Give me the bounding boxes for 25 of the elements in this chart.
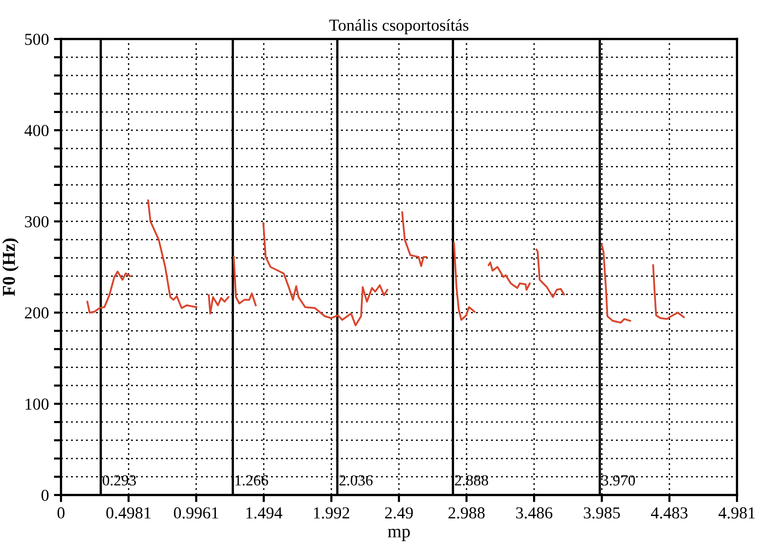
x-tick-label: 2.49 [385, 507, 413, 519]
ref-line-label: 2.888 [454, 475, 488, 486]
y-tick-label: 300 [24, 216, 49, 228]
y-axis-title: F0 (Hz) [2, 238, 19, 296]
ref-line-label: 3.970 [602, 475, 635, 486]
x-tick-label: 0 [57, 507, 65, 519]
ref-line-label: 1.266 [236, 475, 268, 486]
chart-title: Tonális csoportosítás [329, 19, 468, 34]
y-tick-label: 100 [26, 398, 49, 410]
x-axis-title: mp [388, 528, 410, 542]
y-tick-label: 400 [24, 124, 49, 136]
x-tick-label: 3.486 [516, 507, 552, 519]
ref-line-label: 2.036 [339, 475, 373, 486]
x-tick-label: 4.981 [718, 507, 755, 519]
y-tick-label: 0 [41, 490, 49, 501]
x-tick-label: 2.988 [448, 507, 485, 519]
x-tick-label: 0.9961 [174, 507, 218, 519]
x-tick-label: 3.985 [584, 507, 620, 519]
ref-line-label: 0.293 [102, 475, 136, 486]
x-tick-label: 1.494 [246, 507, 282, 519]
x-tick-label: 0.4981 [106, 507, 151, 519]
y-tick-label: 500 [25, 34, 49, 45]
x-tick-label: 1.992 [314, 507, 350, 519]
x-tick-label: 4.483 [650, 507, 688, 519]
y-tick-label: 200 [24, 307, 49, 319]
